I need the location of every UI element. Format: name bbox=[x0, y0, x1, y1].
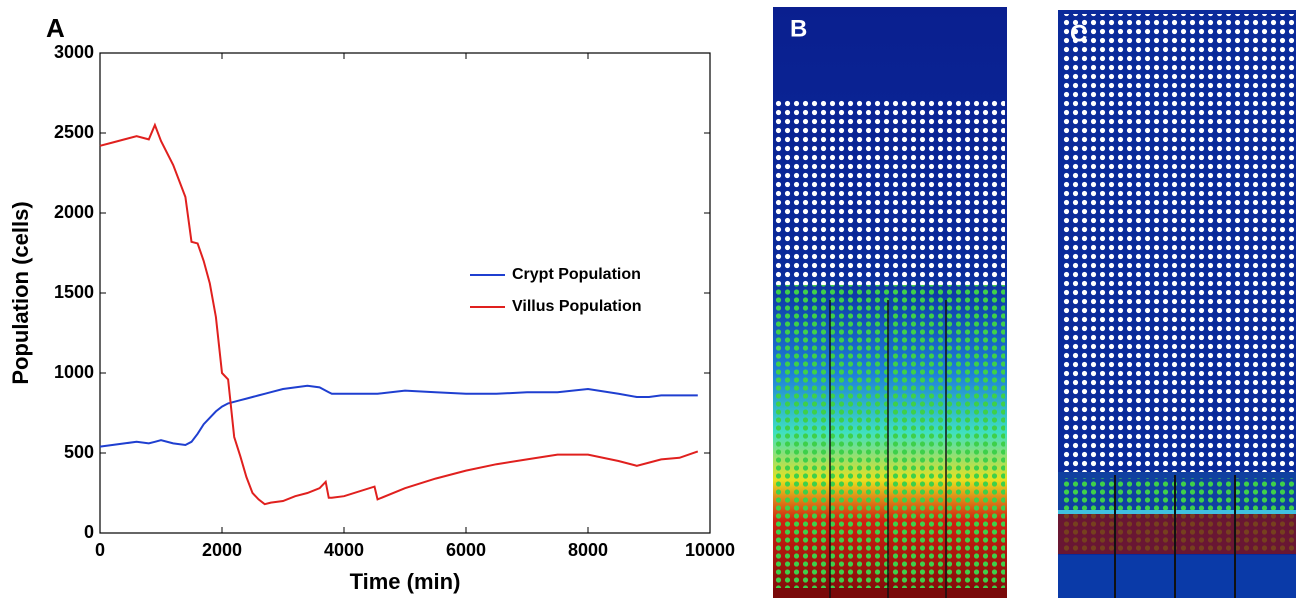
data-line bbox=[99, 384, 698, 448]
panel-label: A bbox=[46, 13, 65, 43]
legend-label: Villus Population bbox=[512, 298, 642, 315]
y-tick-label: 3000 bbox=[54, 42, 94, 62]
panel-label: C bbox=[1070, 20, 1087, 47]
y-tick-label: 2000 bbox=[54, 202, 94, 222]
y-tick-label: 500 bbox=[64, 442, 94, 462]
x-tick-label: 10000 bbox=[685, 540, 735, 560]
x-tick-label: 8000 bbox=[568, 540, 608, 560]
panel-b-image bbox=[773, 7, 1007, 598]
y-tick-label: 0 bbox=[84, 522, 94, 542]
x-tick-label: 6000 bbox=[446, 540, 486, 560]
x-axis-label: Time (min) bbox=[350, 569, 461, 594]
panel-c-image bbox=[1058, 10, 1296, 598]
y-tick-label: 2500 bbox=[54, 122, 94, 142]
legend-label: Crypt Population bbox=[512, 266, 641, 283]
y-axis-label: Population (cells) bbox=[8, 201, 33, 384]
y-tick-label: 1500 bbox=[54, 282, 94, 302]
x-tick-label: 4000 bbox=[324, 540, 364, 560]
x-tick-label: 0 bbox=[95, 540, 105, 560]
panel-label: B bbox=[790, 15, 807, 42]
x-tick-label: 2000 bbox=[202, 540, 242, 560]
y-tick-label: 1000 bbox=[54, 362, 94, 382]
data-line bbox=[99, 122, 699, 506]
